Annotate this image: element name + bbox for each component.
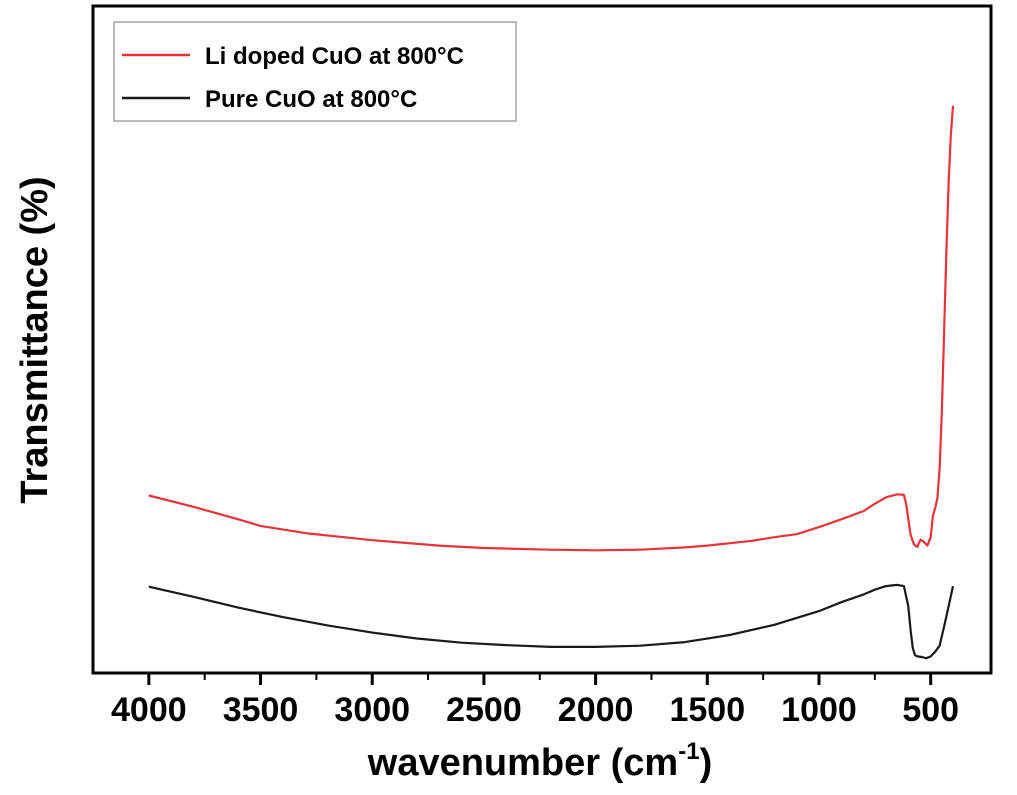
x-axis-title-close: ) [700, 742, 713, 784]
x-tick-label: 1000 [781, 691, 857, 729]
series-line-pure [148, 583, 955, 660]
y-axis-title: Transmittance (%) [14, 176, 56, 503]
legend-label-pure: Pure CuO at 800°C [205, 86, 417, 113]
series-line-li-doped [148, 105, 955, 552]
legend: Li doped CuO at 800°C Pure CuO at 800°C [113, 21, 517, 122]
plot-frame [91, 4, 993, 675]
x-tick-label: 3500 [223, 691, 299, 729]
x-tick-label: 4000 [111, 691, 187, 729]
x-axis-title-main: wavenumber (cm [367, 742, 678, 784]
x-tick-label: 2500 [446, 691, 522, 729]
x-tick-label: 1500 [669, 691, 745, 729]
x-axis-ticks [147, 673, 933, 685]
x-tick-label: 500 [902, 691, 959, 729]
legend-box [113, 21, 517, 122]
x-axis-title-sup: -1 [678, 738, 699, 765]
legend-label-li-doped: Li doped CuO at 800°C [205, 43, 464, 70]
x-tick-label: 2000 [558, 691, 634, 729]
x-axis-tick-labels: 4000 3500 3000 2500 2000 1500 1000 500 [111, 691, 959, 729]
x-axis-title: wavenumber (cm-1) [367, 738, 712, 784]
series-layer [148, 105, 955, 660]
x-tick-label: 3000 [334, 691, 410, 729]
